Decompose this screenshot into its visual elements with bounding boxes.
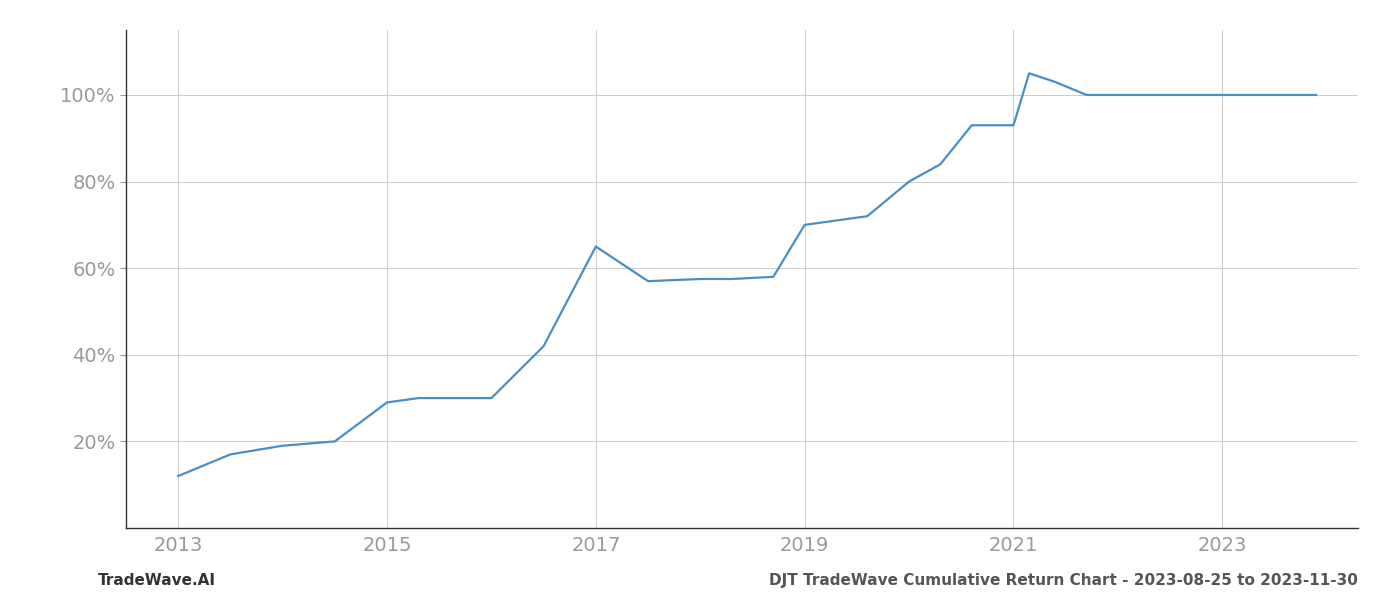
Text: TradeWave.AI: TradeWave.AI: [98, 573, 216, 588]
Text: DJT TradeWave Cumulative Return Chart - 2023-08-25 to 2023-11-30: DJT TradeWave Cumulative Return Chart - …: [769, 573, 1358, 588]
